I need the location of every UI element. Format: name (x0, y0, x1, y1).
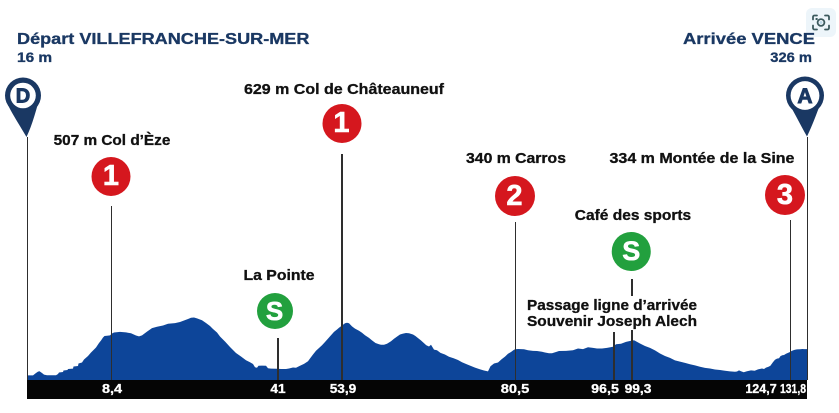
svg-text:D: D (16, 86, 30, 108)
svg-text:A: A (797, 85, 812, 108)
